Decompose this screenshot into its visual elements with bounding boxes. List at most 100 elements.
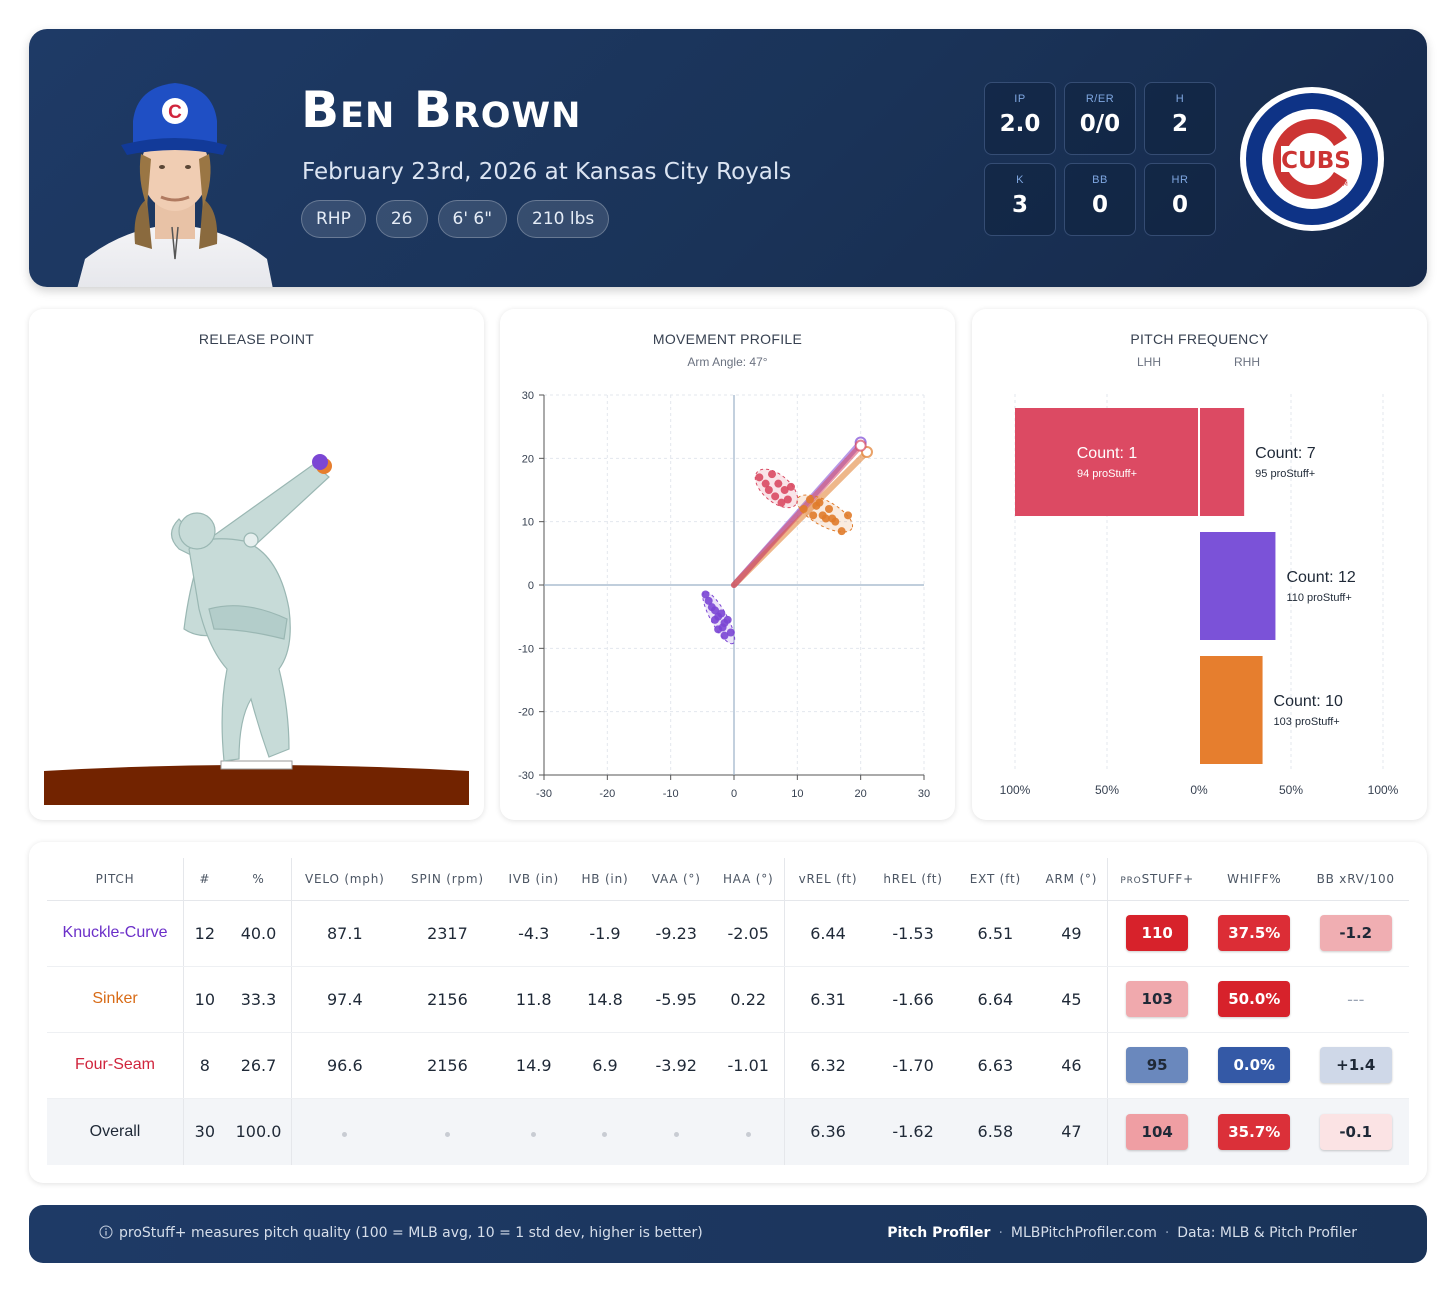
stat-r-er: R/ER 0/0 bbox=[1064, 82, 1136, 155]
cell-hb: -1.9 bbox=[569, 900, 641, 967]
stat-ip: IP 2.0 bbox=[984, 82, 1056, 155]
release-point-figure bbox=[44, 454, 469, 805]
cell-hb: 6.9 bbox=[569, 1032, 641, 1099]
movement-point bbox=[787, 482, 795, 491]
table-row: Sinker 10 33.3 97.4 2156 11.8 14.8 -5.95 0.22 6.3… bbox=[47, 966, 1409, 1033]
freq-tick-label: 100% bbox=[1000, 783, 1031, 797]
x-tick-label: -30 bbox=[536, 788, 552, 800]
cell-ivb: -4.3 bbox=[497, 900, 570, 967]
freq-tick-label: 50% bbox=[1095, 783, 1119, 797]
cell-ivb: 11.8 bbox=[497, 966, 570, 1033]
movement-point bbox=[704, 596, 713, 605]
cell-ivb: 14.9 bbox=[497, 1032, 570, 1099]
cell-vrel: 6.44 bbox=[784, 900, 871, 967]
empty-dot bbox=[531, 1132, 537, 1138]
stat-label: HR bbox=[1171, 174, 1189, 186]
stat-label: K bbox=[1016, 174, 1024, 186]
movement-point bbox=[755, 473, 764, 482]
cell-velo: 87.1 bbox=[291, 900, 398, 967]
movement-point bbox=[711, 615, 719, 624]
x-tick-label: -10 bbox=[663, 788, 679, 800]
cell-xrv: -0.1 bbox=[1302, 1098, 1409, 1165]
stat-value: 0/0 bbox=[1079, 111, 1121, 137]
freq-tick-label: 0% bbox=[1190, 783, 1208, 797]
xrv-badge: +1.4 bbox=[1319, 1047, 1392, 1083]
pitch-name: Sinker bbox=[47, 966, 184, 1033]
movement-point bbox=[701, 590, 710, 599]
prostuff-prefix: PRO bbox=[1120, 875, 1142, 886]
x-tick-label: 20 bbox=[855, 788, 867, 800]
stuff-badge: 95 bbox=[1126, 1047, 1189, 1083]
rhh-bar bbox=[1200, 656, 1263, 764]
info-icon bbox=[99, 1225, 113, 1239]
tag-weight: 210 lbs bbox=[517, 200, 610, 238]
pitch-table: PITCH # % VELO (mph) SPIN (rpm) IVB (in)… bbox=[47, 858, 1409, 1165]
col-vrel: vREL (ft) bbox=[784, 858, 871, 901]
col-whiff: WHIFF% bbox=[1206, 858, 1303, 901]
rhh-bar-sublabel: 103 proStuff+ bbox=[1274, 716, 1340, 728]
prostuff-label: STUFF+ bbox=[1141, 871, 1194, 886]
release-dot-curve bbox=[312, 454, 328, 470]
whiff-badge: 50.0% bbox=[1218, 981, 1291, 1017]
x-tick-label: -20 bbox=[599, 788, 615, 800]
col-arm: ARM (°) bbox=[1035, 858, 1108, 901]
frequency-panel: PITCH FREQUENCY LHH RHH 100% 50% 0% 50% 100%… bbox=[972, 309, 1427, 820]
cell-hrel: -1.66 bbox=[870, 966, 956, 1033]
movement-point bbox=[711, 606, 719, 615]
table-row: Four-Seam 8 26.7 96.6 2156 14.9 6.9 -3.92 -1.01 6… bbox=[47, 1032, 1409, 1099]
movement-panel: MOVEMENT PROFILE Arm Angle: 47° -30 -20 -1… bbox=[500, 309, 955, 820]
cell-spin: 2317 bbox=[397, 900, 498, 967]
cell-velo: 97.4 bbox=[291, 966, 398, 1033]
rhh-bar-sublabel: 110 proStuff+ bbox=[1286, 592, 1351, 604]
cell-hb bbox=[569, 1098, 641, 1165]
rhh-label: RHH bbox=[1234, 355, 1260, 369]
col-pct: % bbox=[225, 858, 292, 901]
y-tick-label: 0 bbox=[528, 580, 534, 592]
rhh-bar-label: Count: 12 bbox=[1286, 569, 1355, 586]
cell-spin: 2156 bbox=[397, 1032, 498, 1099]
pitcher-silhouette bbox=[170, 463, 330, 762]
col-hb: HB (in) bbox=[569, 858, 641, 901]
cell-stuff: 103 bbox=[1107, 966, 1207, 1033]
cell-xrv: --- bbox=[1302, 966, 1409, 1033]
pitch-name: Four-Seam bbox=[47, 1032, 184, 1099]
footer-brand[interactable]: Pitch Profiler bbox=[887, 1225, 991, 1241]
movement-title: MOVEMENT PROFILE bbox=[652, 331, 803, 347]
whiff-badge: 35.7% bbox=[1218, 1113, 1291, 1150]
cell-vaa: -5.95 bbox=[640, 966, 713, 1033]
frequency-chart: 100% 50% 0% 50% 100% Count: 1 94 proStuff+ Coun… bbox=[1000, 394, 1399, 797]
pitch-table-card: PITCH # % VELO (mph) SPIN (rpm) IVB (in)… bbox=[29, 842, 1427, 1183]
col-prostuff: PROSTUFF+ bbox=[1107, 858, 1207, 901]
cell-stuff: 95 bbox=[1107, 1032, 1207, 1099]
whiff-badge: 37.5% bbox=[1218, 915, 1291, 951]
pitch-name: Overall bbox=[47, 1098, 184, 1165]
cell-n: 12 bbox=[182, 900, 226, 967]
cell-ext: 6.64 bbox=[955, 966, 1036, 1033]
empty-dot bbox=[602, 1132, 608, 1138]
stuff-badge: 104 bbox=[1126, 1113, 1189, 1150]
lhh-bar-sublabel: 94 proStuff+ bbox=[1077, 468, 1137, 480]
stat-label: BB bbox=[1092, 174, 1108, 186]
y-tick-label: -20 bbox=[518, 707, 534, 719]
col-velo: VELO (mph) bbox=[291, 858, 398, 901]
release-point-panel: RELEASE POINT bbox=[29, 309, 484, 820]
stat-value: 0 bbox=[1171, 192, 1188, 218]
cell-vrel: 6.32 bbox=[784, 1032, 871, 1099]
footer-site[interactable]: MLBPitchProfiler.com bbox=[1010, 1225, 1157, 1241]
cell-vrel: 6.31 bbox=[784, 966, 871, 1033]
col-pitch: PITCH bbox=[47, 858, 184, 901]
game-info: February 23rd, 2026 at Kansas City Royal… bbox=[302, 159, 792, 185]
cell-pct: 26.7 bbox=[225, 1032, 292, 1099]
movement-point bbox=[780, 486, 789, 494]
cell-pct: 33.3 bbox=[225, 966, 292, 1033]
stat-label: H bbox=[1175, 93, 1185, 105]
player-header: C Ben Brown February 23rd, 2026 at Kansa… bbox=[29, 29, 1427, 287]
team-logo: CUBS TM bbox=[1240, 87, 1384, 231]
y-tick-label: 20 bbox=[522, 453, 534, 465]
cell-hrel: -1.70 bbox=[870, 1032, 956, 1099]
movement-point bbox=[799, 505, 808, 513]
table-row: Overall 30 100.0 6.36 -1.62 6.58 47 104 35.7% -0.… bbox=[47, 1098, 1409, 1165]
cell-xrv: +1.4 bbox=[1302, 1032, 1409, 1099]
